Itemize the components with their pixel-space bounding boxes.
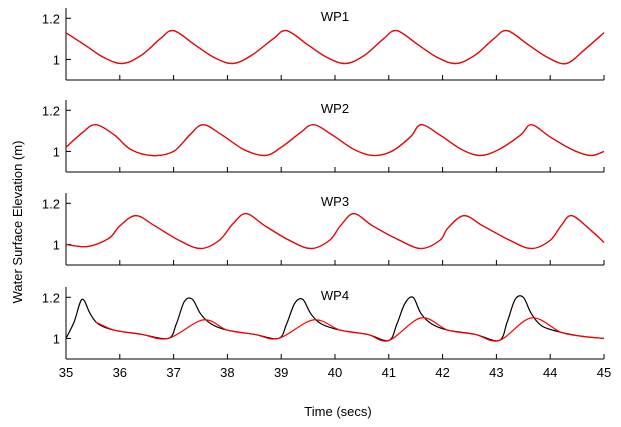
panel-title: WP2 xyxy=(321,101,349,116)
x-tick-label: 41 xyxy=(382,365,396,380)
panel-wp2: 1 1.2 WP2 xyxy=(42,100,605,173)
x-tick-label: 40 xyxy=(328,365,342,380)
panel-title: WP3 xyxy=(321,194,349,209)
subplot-panels: 1 1.2 WP1 1 1.2 WP2 1 1.2 WP3 1 1.2 WP4 35 36 37 38 39 40… xyxy=(42,8,611,380)
x-tick-label: 42 xyxy=(435,365,449,380)
y-axis-label: Water Surface Elevation (m) xyxy=(10,141,25,304)
y-tick-label: 1.2 xyxy=(42,103,60,118)
panel-wp3: 1 1.2 WP3 xyxy=(42,193,605,266)
series-line-red xyxy=(95,317,605,342)
series-line-red xyxy=(65,212,605,250)
x-tick-label: 44 xyxy=(543,365,557,380)
y-tick-label: 1 xyxy=(53,331,60,346)
bottom-x-tick-labels: 35 36 37 38 39 40 41 42 43 44 45 xyxy=(59,365,611,380)
panel-wp1: 1 1.2 WP1 xyxy=(42,8,605,81)
y-tick-label: 1 xyxy=(53,144,60,159)
series-line-red xyxy=(65,29,605,65)
series-line-red xyxy=(65,124,605,157)
panel-wp4: 1 1.2 WP4 xyxy=(42,287,605,360)
x-axis-label: Time (secs) xyxy=(304,404,371,419)
series-line-black xyxy=(65,124,605,157)
x-tick-label: 35 xyxy=(59,365,73,380)
y-tick-label: 1 xyxy=(53,52,60,67)
y-tick-label: 1.2 xyxy=(42,290,60,305)
x-tick-label: 45 xyxy=(597,365,611,380)
x-tick-label: 38 xyxy=(220,365,234,380)
x-tick-label: 36 xyxy=(113,365,127,380)
y-tick-label: 1 xyxy=(53,237,60,252)
y-tick-label: 1.2 xyxy=(42,11,60,26)
y-tick-label: 1.2 xyxy=(42,196,60,211)
x-tick-label: 43 xyxy=(489,365,503,380)
x-tick-label: 37 xyxy=(166,365,180,380)
x-tick-label: 39 xyxy=(274,365,288,380)
series-line-black xyxy=(65,212,605,250)
series-line-black xyxy=(65,29,605,65)
panel-title: WP1 xyxy=(321,9,349,24)
panel-title: WP4 xyxy=(321,288,349,303)
